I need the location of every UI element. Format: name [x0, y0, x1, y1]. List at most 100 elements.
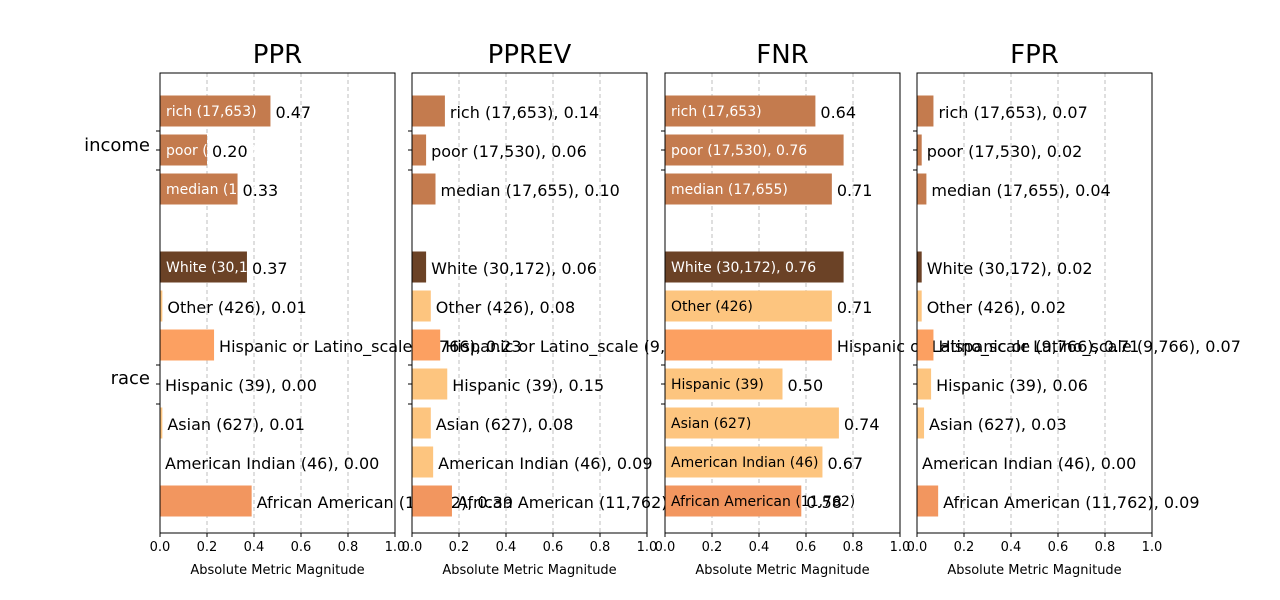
bar [160, 134, 207, 166]
bar [917, 173, 927, 205]
bar [665, 290, 832, 322]
x-tick-label: 0.8 [843, 540, 864, 555]
bar-value-label: 0.67 [827, 454, 863, 473]
bar-value-label: 0.20 [212, 142, 248, 161]
x-tick-label: 0.6 [1048, 540, 1069, 555]
bar-inside-label: Hispanic (39) [671, 377, 764, 393]
bar-inside-label: White (30,172) [166, 260, 271, 276]
bar-value-label: American Indian (46), 0.00 [922, 454, 1136, 473]
bar-value-label: 0.50 [788, 376, 824, 395]
bar [412, 95, 445, 127]
bar-value-label: median (17,655), 0.04 [931, 181, 1110, 200]
bar-value-label: Hispanic or Latino_scale (9,766), 0.07 [938, 337, 1240, 357]
bar-value-label: Hispanic or Latino_scale (9,766), 0.71 [837, 337, 1139, 357]
bar-inside-label: rich (17,653) [166, 104, 257, 120]
bar-value-label: Other (426), 0.02 [927, 298, 1066, 317]
bar [160, 290, 163, 322]
x-tick-label: 0.6 [796, 540, 817, 555]
x-tick-label: 0.4 [244, 540, 265, 555]
axes-frame [159, 72, 396, 534]
bar-value-label: Hispanic (39), 0.00 [165, 376, 317, 395]
bar [665, 368, 783, 400]
bar-value-label: rich (17,653), 0.07 [938, 103, 1087, 122]
bar-inside-label: poor (17,530), 0.76 [671, 143, 807, 159]
x-tick-label: 1.0 [637, 540, 658, 555]
x-tick-label: 0.8 [1095, 540, 1116, 555]
bar [160, 173, 238, 205]
bar [412, 368, 448, 400]
x-tick-label: 0.2 [449, 540, 470, 555]
bar [665, 173, 832, 205]
bar [160, 95, 271, 127]
bar-value-label: 0.64 [820, 103, 856, 122]
bar-value-label: 0.71 [837, 181, 873, 200]
bar-value-label: White (30,172), 0.06 [431, 259, 597, 278]
bar-inside-label: poor (17,530) [166, 143, 262, 159]
x-tick-label: 0.4 [1001, 540, 1022, 555]
bar-value-label: Other (426), 0.01 [167, 298, 306, 317]
x-tick-label: 0.2 [702, 540, 723, 555]
x-tick-label: 0.0 [402, 540, 423, 555]
bar-inside-label: American Indian (46) [671, 455, 819, 471]
x-axis-label: Absolute Metric Magnitude [442, 563, 616, 578]
x-tick-label: 0.0 [150, 540, 171, 555]
group-label-income: income [84, 135, 150, 156]
panel-title: PPREV [488, 40, 572, 70]
group-labels: income race [84, 135, 150, 389]
bar [917, 290, 922, 322]
bar [917, 329, 934, 361]
x-tick-label: 0.8 [338, 540, 359, 555]
bar [160, 485, 252, 517]
bar-value-label: White (30,172), 0.02 [927, 259, 1093, 278]
x-axis-label: Absolute Metric Magnitude [190, 563, 364, 578]
x-axis-label: Absolute Metric Magnitude [695, 563, 869, 578]
x-tick-label: 0.0 [907, 540, 928, 555]
axes-frame [411, 72, 648, 534]
bar-inside-label: African American (11,762) [671, 494, 855, 510]
x-tick-label: 1.0 [890, 540, 911, 555]
x-tick-label: 0.0 [655, 540, 676, 555]
x-tick-label: 1.0 [1142, 540, 1163, 555]
bar-value-label: Hispanic (39), 0.15 [452, 376, 604, 395]
bar-value-label: median (17,655), 0.10 [441, 181, 620, 200]
bar-value-label: Hispanic (39), 0.06 [936, 376, 1088, 395]
bar-inside-label: median (17,655) [671, 182, 788, 198]
bar-value-label: American Indian (46), 0.00 [165, 454, 379, 473]
panel-ppr: rich (17,653) 0.47 poor (17,530)0.20 median… [150, 40, 522, 578]
x-tick-label: 1.0 [385, 540, 406, 555]
x-tick-label: 0.6 [543, 540, 564, 555]
x-tick-label: 0.4 [496, 540, 517, 555]
panel-title: FPR [1010, 40, 1059, 70]
bar [412, 485, 452, 517]
bar [917, 95, 934, 127]
x-tick-label: 0.2 [954, 540, 975, 555]
bar [665, 95, 816, 127]
x-tick-label: 0.4 [749, 540, 770, 555]
bar [160, 251, 247, 283]
bar [160, 407, 163, 439]
bar [665, 407, 839, 439]
bar-value-label: rich (17,653), 0.14 [450, 103, 599, 122]
bar-value-label: 0.47 [275, 103, 311, 122]
bar [160, 329, 215, 361]
bar-value-label: 0.71 [837, 298, 873, 317]
panel-fpr: rich (17,653), 0.07 poor (17,530), 0.02 me… [907, 40, 1241, 578]
bar [665, 134, 844, 166]
bar-inside-label: White (30,172), 0.76 [671, 260, 816, 276]
bar [917, 407, 925, 439]
bar [412, 134, 427, 166]
panel-fnr: rich (17,653) 0.64 poor (17,530), 0.76 medi… [655, 40, 1140, 578]
bar [412, 407, 431, 439]
bar-value-label: African American (11,762), 0.17 [457, 493, 713, 512]
bar-value-label: 0.33 [243, 181, 279, 200]
bar [917, 251, 922, 283]
axes-frame [664, 72, 901, 534]
bar-inside-label: rich (17,653) [671, 104, 762, 120]
axes-frame [916, 72, 1153, 534]
bar-inside-label: Other (426) [671, 299, 753, 315]
bar-value-label: Asian (627), 0.01 [167, 415, 305, 434]
x-tick-label: 0.8 [590, 540, 611, 555]
bar-value-label: Hispanic or Latino_scale (9,766), 0.23 [219, 337, 521, 357]
bar-inside-label: Asian (627) [671, 416, 751, 432]
